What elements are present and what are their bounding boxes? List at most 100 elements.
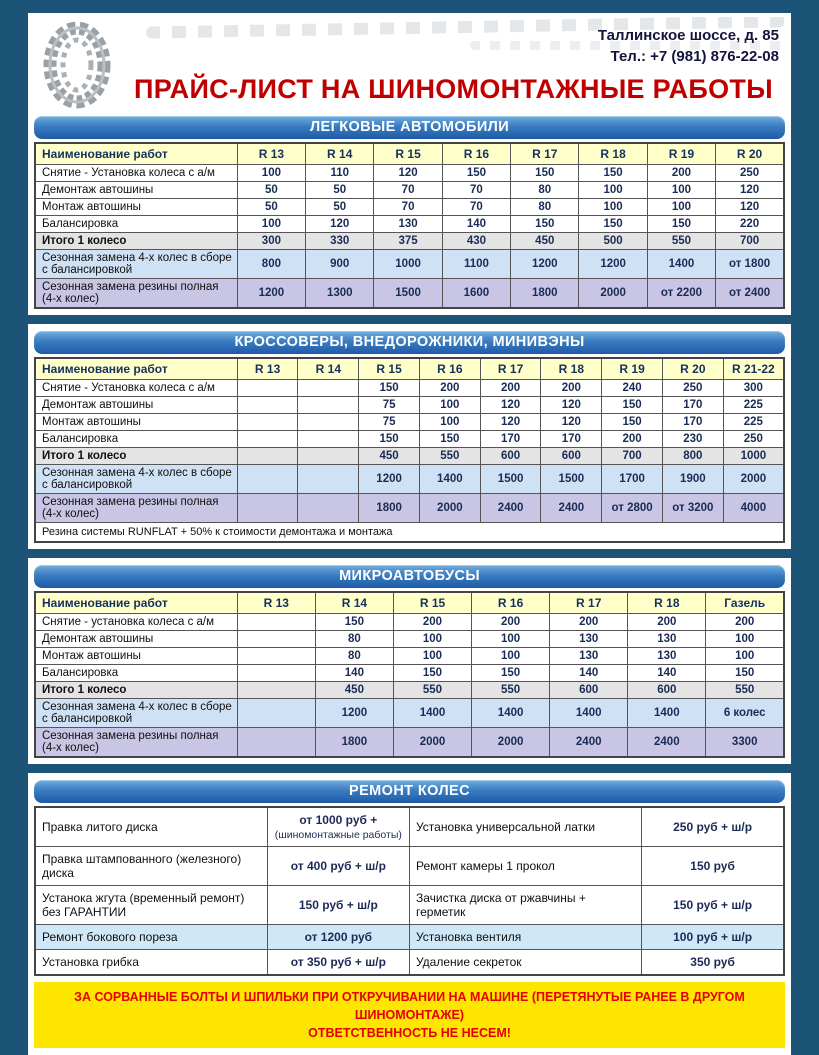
- price-line: от 1200 руб: [304, 930, 373, 944]
- section-crossovers: КРОССОВЕРЫ, ВНЕДОРОЖНИКИ, МИНИВЭНЫ Наимен…: [34, 331, 785, 543]
- price-cell: 150: [578, 164, 648, 182]
- work-name-cell: Монтаж автошины: [34, 198, 238, 216]
- table-row: Демонтаж автошины 50 50 70 70 80 100 100 120: [34, 181, 785, 199]
- column-header: R 15: [373, 142, 443, 165]
- price-cell: 100: [578, 181, 648, 199]
- phone-text: Тел.: +7 (981) 876-22-08: [610, 48, 779, 65]
- price-cell: 2400: [540, 493, 603, 523]
- price-cell: 1300: [305, 278, 375, 309]
- price-cell: 150: [510, 164, 580, 182]
- price-cell: 225: [722, 413, 785, 431]
- price-cell: [236, 681, 316, 699]
- price-cell: 200: [705, 613, 785, 631]
- repair-price-cell: 250 руб + ш/р: [641, 806, 785, 847]
- column-header: R 18: [578, 142, 648, 165]
- price-cell: [297, 493, 360, 523]
- price-cell: 2400: [479, 493, 542, 523]
- column-header: R 13: [236, 591, 316, 614]
- repair-price-cell: от 1200 руб: [266, 924, 410, 950]
- work-name-cell: Сезонная замена 4-х колес в сборе с бала…: [34, 464, 238, 494]
- work-name-cell: Демонтаж автошины: [34, 396, 238, 414]
- price-cell: 300: [722, 379, 785, 397]
- price-cell: 130: [549, 630, 629, 648]
- column-header: R 21-22: [722, 357, 785, 380]
- table-row: Монтаж автошины 75 100 120 120 150 170 225: [34, 413, 785, 431]
- price-cell: 120: [373, 164, 443, 182]
- table-row: Монтаж автошины 50 50 70 70 80 100 100 120: [34, 198, 785, 216]
- price-line: (шиномонтажные работы): [274, 829, 402, 841]
- work-name-cell: Снятие - Установка колеса с а/м: [34, 379, 238, 397]
- price-cell: 100: [418, 396, 481, 414]
- price-cell: 550: [705, 681, 785, 699]
- price-cell: [236, 413, 299, 431]
- section-title: ЛЕГКОВЫЕ АВТОМОБИЛИ: [34, 116, 785, 139]
- price-cell: от 3200: [661, 493, 724, 523]
- repair-name-cell: Правка литого диска: [34, 806, 268, 847]
- price-cell: 100: [236, 215, 307, 233]
- section-wheel-repair: РЕМОНТ КОЛЕС Правка литого диска от 1000 р…: [34, 780, 785, 976]
- repair-price-cell: 150 руб: [641, 846, 785, 886]
- price-cell: [236, 379, 299, 397]
- price-cell: от 2200: [646, 278, 717, 309]
- price-cell: 550: [646, 232, 717, 250]
- repair-name-cell: Правка штампованного (железного) диска: [34, 846, 268, 886]
- repair-price-cell: от 400 руб + ш/р: [266, 846, 410, 886]
- price-cell: [236, 613, 316, 631]
- section-title: КРОССОВЕРЫ, ВНЕДОРОЖНИКИ, МИНИВЭНЫ: [34, 331, 785, 354]
- price-cell: 120: [305, 215, 375, 233]
- price-cell: 100: [646, 181, 717, 199]
- column-header: R 18: [627, 591, 707, 614]
- price-cell: 1700: [601, 464, 663, 494]
- repair-name-cell: Ремонт камеры 1 прокол: [408, 846, 643, 886]
- price-cell: 1200: [314, 698, 394, 728]
- price-cell: 150: [601, 396, 663, 414]
- price-cell: 100: [705, 630, 785, 648]
- price-cell: 120: [479, 413, 542, 431]
- price-cell: 100: [646, 198, 717, 216]
- tire-icon: [43, 21, 111, 109]
- price-cell: [236, 493, 299, 523]
- price-cell: 200: [479, 379, 542, 397]
- price-cell: 250: [661, 379, 724, 397]
- price-cell: 900: [305, 249, 375, 279]
- column-header: R 15: [392, 591, 473, 614]
- price-cell: 100: [471, 647, 551, 665]
- column-header: Наименование работ: [34, 142, 238, 165]
- repair-price-cell: 350 руб: [641, 949, 785, 976]
- price-cell: 120: [715, 198, 785, 216]
- repair-name-cell: Устанока жгута (временный ремонт) без ГА…: [34, 885, 268, 925]
- repair-name-cell: Установка вентиля: [408, 924, 643, 950]
- table-row: Итого 1 колесо 450 550 550 600 600 550: [34, 681, 785, 699]
- price-cell: 100: [418, 413, 481, 431]
- price-cell: 800: [661, 447, 724, 465]
- price-cell: 1600: [441, 278, 512, 309]
- repair-table: Правка литого диска от 1000 руб + (шиномон…: [34, 806, 785, 976]
- work-name-cell: Демонтаж автошины: [34, 181, 238, 199]
- price-cell: 200: [646, 164, 717, 182]
- price-cell: [236, 664, 316, 682]
- price-cell: 2400: [627, 727, 707, 758]
- price-cell: 2000: [392, 727, 473, 758]
- column-header: R 13: [236, 357, 299, 380]
- price-cell: 150: [471, 664, 551, 682]
- column-header: R 17: [549, 591, 629, 614]
- work-name-cell: Сезонная замена резины полная (4-х колес…: [34, 493, 238, 523]
- column-header: R 14: [297, 357, 360, 380]
- price-cell: 80: [314, 630, 394, 648]
- price-line: 150 руб + ш/р: [298, 898, 378, 912]
- table-row: Сезонная замена резины полная (4-х колес…: [34, 278, 785, 309]
- table-row: Сезонная замена 4-х колес в сборе с бала…: [34, 698, 785, 728]
- table-row: Балансировка 150 150 170 170 200 230 250: [34, 430, 785, 448]
- price-cell: 1000: [722, 447, 785, 465]
- price-cell: 1000: [373, 249, 443, 279]
- column-header: R 14: [314, 591, 394, 614]
- price-list-poster: { "colors": { "frame": "#1b5477", "title…: [28, 13, 791, 1055]
- price-cell: 200: [418, 379, 481, 397]
- price-cell: 600: [627, 681, 707, 699]
- price-cell: 1400: [646, 249, 717, 279]
- work-name-cell: Итого 1 колесо: [34, 232, 238, 250]
- table-row: Снятие - установка колеса с а/м 150 200 200…: [34, 613, 785, 631]
- section-passenger-cars: ЛЕГКОВЫЕ АВТОМОБИЛИ Наименование работ R 1…: [34, 116, 785, 309]
- price-line: 250 руб + ш/р: [673, 820, 753, 834]
- price-cell: 550: [471, 681, 551, 699]
